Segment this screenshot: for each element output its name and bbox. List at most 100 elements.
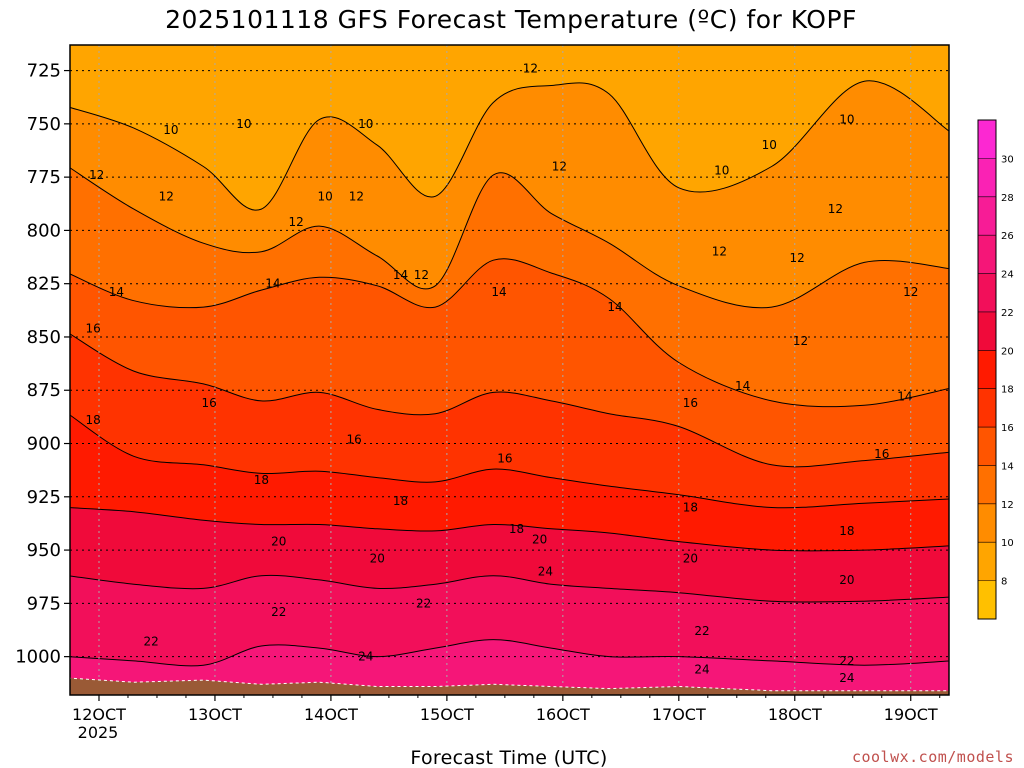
chart-title: 2025101118 GFS Forecast Temperature (ºC)… (165, 5, 857, 34)
contour-label: 10 (714, 164, 729, 178)
x-axis: 12OCT 13OCT 14OCT 15OCT 16OCT 17OCT 18OCT 19OCT (72, 695, 941, 724)
colorbar-label: 20 (1001, 346, 1014, 357)
contour-label: 10 (317, 189, 332, 203)
colorbar-label: 16 (1001, 423, 1014, 434)
contour-label: 20 (532, 532, 547, 546)
y-tick-label: 975 (27, 593, 61, 614)
colorbar-swatch (978, 580, 996, 620)
contour-label: 20 (839, 573, 854, 587)
colorbar-swatch (978, 388, 996, 428)
colorbar-label: 28 (1001, 193, 1014, 204)
colorbar-swatch (978, 311, 996, 351)
y-tick-label: 825 (27, 274, 61, 295)
isotherm-24c (70, 639, 949, 667)
contour-label: 14 (607, 300, 622, 314)
contour-label: 16 (202, 396, 217, 410)
contour-label: 20 (271, 535, 286, 549)
contour-label: 14 (897, 390, 912, 404)
isotherm-22c (70, 574, 949, 603)
plot-area: 16 14 12 10 10 12 14 12 10 12 10 14 12 12 14 12 14 10 10 10… (70, 45, 949, 695)
colorbar-swatch (978, 427, 996, 466)
x-tick-label: 19OCT (884, 705, 938, 724)
isotherm-14c (70, 258, 949, 408)
contour-label: 12 (349, 189, 364, 203)
colorbar-swatch (978, 465, 996, 505)
contour-label: 22 (694, 624, 709, 638)
contour-label: 12 (903, 285, 918, 299)
contour-label: 12 (288, 215, 303, 229)
x-tick-label: 15OCT (420, 705, 474, 724)
contour-label: 18 (683, 500, 698, 514)
colorbar-label: 30 (1001, 154, 1014, 165)
contour-label: 12 (789, 251, 804, 265)
y-tick-label: 900 (27, 434, 61, 455)
x-year-label: 2025 (78, 723, 119, 742)
contour-label: 18 (254, 473, 269, 487)
contour-label: 22 (416, 596, 431, 610)
grid-lines (70, 45, 949, 695)
contour-label: 12 (828, 202, 843, 216)
colorbar-label: 8 (1001, 577, 1007, 588)
isotherm-lines (70, 80, 949, 667)
contour-label: 14 (109, 285, 124, 299)
colorbar: 8 10 12 14 16 18 20 22 24 26 28 30 (977, 119, 1014, 620)
contour-label: 10 (163, 123, 178, 137)
contour-label: 10 (762, 138, 777, 152)
contour-label: 24 (694, 662, 709, 676)
contour-label: 24 (538, 564, 553, 578)
temperature-bands (70, 80, 949, 695)
colorbar-swatch (978, 503, 996, 543)
isotherm-10c (70, 80, 949, 211)
colorbar-swatch (978, 235, 996, 275)
contour-label: 12 (414, 268, 429, 282)
contour-label: 22 (271, 605, 286, 619)
contour-label: 14 (735, 379, 750, 393)
contour-label: 12 (552, 159, 567, 173)
contour-label: 12 (712, 245, 727, 259)
ground-surface (70, 677, 949, 695)
contour-label: 16 (497, 451, 512, 465)
x-tick-label: 18OCT (768, 705, 822, 724)
y-tick-label: 775 (27, 167, 61, 188)
x-tick-label: 16OCT (536, 705, 590, 724)
x-tick-label: 14OCT (304, 705, 358, 724)
contour-label: 16 (346, 432, 361, 446)
colorbar-label: 12 (1001, 500, 1014, 511)
contour-label: 22 (144, 635, 159, 649)
x-tick-label: 13OCT (188, 705, 242, 724)
contour-label: 18 (393, 494, 408, 508)
contour-label: 20 (683, 552, 698, 566)
contour-label: 14 (393, 268, 408, 282)
colorbar-frame (977, 119, 997, 620)
colorbar-swatch (978, 273, 996, 313)
isotherm-16c (70, 333, 949, 468)
colorbar-label: 14 (1001, 461, 1014, 472)
colorbar-label: 22 (1001, 308, 1014, 319)
isotherm-12c (70, 167, 949, 309)
plot-frame (69, 44, 950, 696)
colorbar-label: 26 (1001, 231, 1014, 242)
contour-label: 24 (358, 650, 373, 664)
contour-label: 12 (793, 334, 808, 348)
contour-label: 14 (265, 277, 280, 291)
contour-label: 24 (839, 671, 854, 685)
y-tick-label: 1000 (15, 647, 61, 668)
contour-label: 16 (683, 396, 698, 410)
colorbar-swatch (978, 120, 996, 159)
credit-label: coolwx.com/models (852, 748, 1014, 766)
colorbar-swatch (978, 196, 996, 236)
y-tick-label: 925 (27, 487, 61, 508)
contour-label: 12 (523, 61, 538, 75)
x-tick-label: 17OCT (652, 705, 706, 724)
contour-label: 18 (86, 413, 101, 427)
colorbar-label: 18 (1001, 385, 1014, 396)
isotherm-18c (70, 414, 949, 509)
colorbar-label: 24 (1001, 270, 1014, 281)
colorbar-swatch (978, 542, 996, 582)
contour-label: 14 (491, 285, 506, 299)
contour-label: 22 (839, 654, 854, 668)
y-tick-label: 800 (27, 220, 61, 241)
contour-label: 16 (86, 321, 101, 335)
y-tick-label: 750 (27, 114, 61, 135)
